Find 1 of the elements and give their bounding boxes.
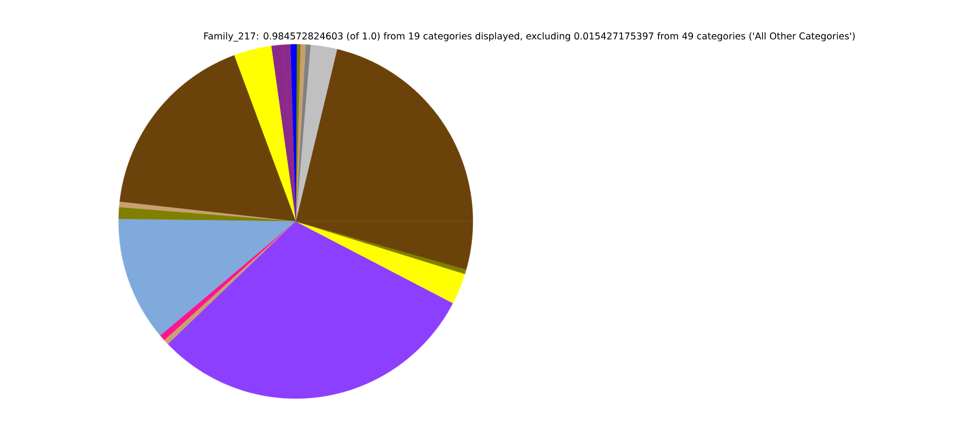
text: Family_217: 0.984572824603 (of 1.0) from 19 categories displayed, excluding 0.015427175397 from 49 categories ('All Other Categories'): [204, 32, 855, 42]
